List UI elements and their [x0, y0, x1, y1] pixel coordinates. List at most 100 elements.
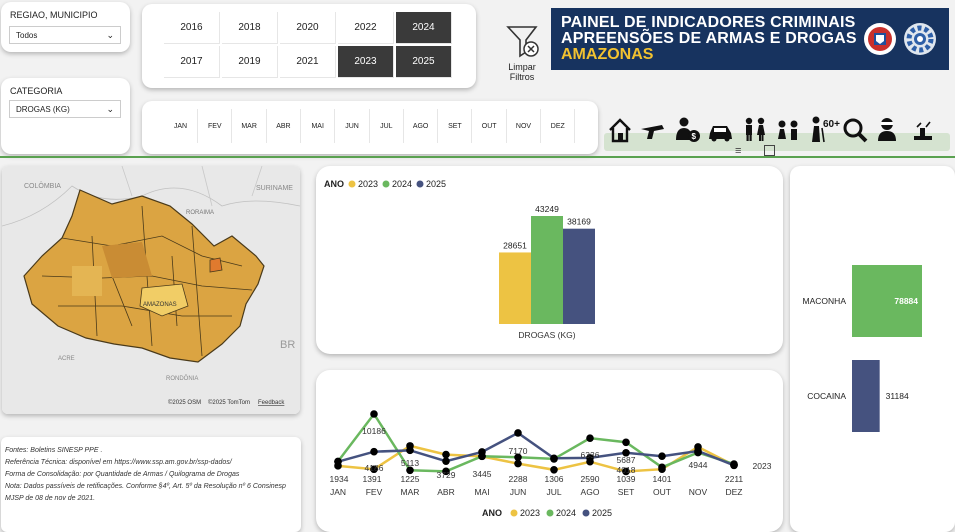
legend-title: ANO: [482, 508, 502, 518]
year-option-2020[interactable]: 2020: [280, 12, 336, 44]
bar-2025[interactable]: [563, 228, 595, 324]
year-option-2024[interactable]: 2024: [396, 12, 452, 44]
line-point-2023[interactable]: [514, 459, 522, 468]
line-data-label: 2288: [509, 474, 528, 484]
month-option-dez[interactable]: DEZ: [541, 109, 576, 143]
line-point-2025[interactable]: [514, 429, 522, 437]
bar-cocaina[interactable]: [852, 360, 880, 432]
map-label-acre: ACRE: [58, 356, 75, 362]
children-icon[interactable]: [778, 120, 798, 141]
line-point-2025[interactable]: [622, 448, 630, 457]
line-point-2024[interactable]: [514, 453, 522, 462]
month-option-ago[interactable]: AGO: [404, 109, 439, 143]
month-option-jan[interactable]: JAN: [164, 109, 198, 143]
line-point-2025[interactable]: [694, 447, 702, 455]
svg-text:$: $: [692, 132, 697, 141]
month-option-jul[interactable]: JUL: [370, 109, 404, 143]
line-point-2025[interactable]: [586, 454, 594, 462]
clear-filters-button[interactable]: Limpar Filtros: [496, 22, 548, 88]
x-tick-dez: DEZ: [726, 487, 743, 497]
line-point-2024[interactable]: [586, 434, 594, 442]
line-series-2024[interactable]: [337, 411, 735, 473]
line-point-2025[interactable]: [334, 457, 342, 466]
map-feedback-link[interactable]: Feedback: [258, 400, 285, 406]
thief-icon[interactable]: [878, 118, 896, 141]
line-point-2025[interactable]: [658, 452, 666, 460]
elderly-icon[interactable]: 60+: [812, 116, 840, 143]
nav-icons-bar: $ 60+: [604, 113, 954, 153]
line-data-label: 7170: [509, 446, 528, 456]
drugs-total-bar-chart: ANO 2023 2024 2025 28651 43249 38169 DROGAS (KG…: [324, 179, 595, 340]
legend-label-2025: 2025: [426, 179, 446, 189]
visual-filter-icon[interactable]: ≡: [735, 145, 742, 157]
couple-icon[interactable]: [745, 117, 765, 141]
line-point-2024[interactable]: [658, 463, 666, 472]
legend-dot-2023: [510, 509, 518, 517]
bar-2024[interactable]: [531, 216, 563, 324]
x-tick-abr: ABR: [437, 487, 454, 497]
clear-filters-label-1: Limpar: [508, 62, 536, 72]
line-point-2023[interactable]: [442, 450, 450, 459]
legend-dot-2024: [382, 180, 390, 188]
month-option-abr[interactable]: ABR: [267, 109, 301, 143]
amazonas-map[interactable]: COLÔMBIA SURINAME RORAIMA ACRE RONDÔNIA …: [2, 166, 300, 414]
home-icon[interactable]: [609, 118, 631, 143]
line-point-2024[interactable]: [622, 438, 630, 447]
year-option-2018[interactable]: 2018: [222, 12, 278, 44]
legend-dot-2024: [546, 509, 554, 517]
bar-label-2023: 28651: [503, 240, 527, 250]
year-option-2017[interactable]: 2017: [164, 46, 220, 78]
notes-card: Fontes: Boletins SINESP PPE . Referência …: [1, 437, 301, 532]
search-icon[interactable]: [843, 118, 868, 143]
month-option-mar[interactable]: MAR: [233, 109, 267, 143]
month-option-out[interactable]: OUT: [473, 109, 507, 143]
month-option-fev[interactable]: FEV: [198, 109, 233, 143]
line-point-2023[interactable]: [550, 465, 558, 474]
year-option-2025[interactable]: 2025: [396, 46, 452, 78]
line-point-2024[interactable]: [370, 410, 378, 418]
year-option-2016[interactable]: 2016: [164, 12, 220, 44]
bar-2023[interactable]: [499, 252, 531, 324]
bar-label-2025: 38169: [567, 217, 591, 227]
year-option-2019[interactable]: 2019: [222, 46, 278, 78]
legend-label-2024: 2024: [392, 179, 412, 189]
year-option-2023[interactable]: 2023: [338, 46, 394, 78]
line-point-2023[interactable]: [622, 467, 630, 476]
x-tick-set: SET: [618, 487, 635, 497]
map-attribution-tomtom: ©2025 TomTom: [208, 399, 250, 406]
car-icon[interactable]: [709, 126, 732, 142]
line-point-2025[interactable]: [442, 457, 450, 465]
line-point-2025[interactable]: [478, 448, 486, 456]
deforestation-icon[interactable]: [914, 121, 932, 140]
robbery-icon[interactable]: $: [676, 117, 700, 143]
year-option-2022[interactable]: 2022: [338, 12, 394, 44]
focus-mode-icon[interactable]: [764, 145, 775, 156]
weapon-icon[interactable]: [641, 125, 664, 139]
year-option-2021[interactable]: 2021: [280, 46, 336, 78]
region-dropdown[interactable]: Todos ⌄: [9, 26, 121, 44]
banner-subtitle: APREENSÕES DE ARMAS E DROGAS: [561, 30, 857, 47]
line-data-label: 1306: [545, 474, 564, 484]
legend-dot-2025: [416, 180, 424, 188]
bar-maconha[interactable]: [852, 265, 922, 337]
line-point-2025[interactable]: [730, 461, 738, 470]
map-card: COLÔMBIA SURINAME RORAIMA ACRE RONDÔNIA …: [2, 166, 300, 414]
month-option-set[interactable]: SET: [438, 109, 473, 143]
line-point-2025[interactable]: [370, 447, 378, 456]
line-point-2023[interactable]: [370, 465, 378, 474]
category-dropdown[interactable]: DROGAS (KG) ⌄: [9, 100, 121, 118]
month-option-mai[interactable]: MAI: [301, 109, 336, 143]
note-line: Nota: Dados passíveis de retificações. C…: [5, 483, 286, 490]
line-point-2025[interactable]: [550, 454, 558, 463]
line-point-2025[interactable]: [406, 446, 414, 455]
line-point-2024[interactable]: [442, 467, 450, 476]
legend-label-2024: 2024: [556, 508, 576, 518]
line-data-label: 5113: [401, 458, 420, 468]
month-option-nov[interactable]: NOV: [507, 109, 541, 143]
line-series-2025[interactable]: [337, 431, 735, 467]
map-label-amazonas: AMAZONAS: [143, 302, 177, 308]
month-option-jun[interactable]: JUN: [336, 109, 370, 143]
dashboard-banner: PAINEL DE INDICADORES CRIMINAIS APREENSÕ…: [551, 8, 949, 70]
line-point-2024[interactable]: [406, 466, 414, 475]
